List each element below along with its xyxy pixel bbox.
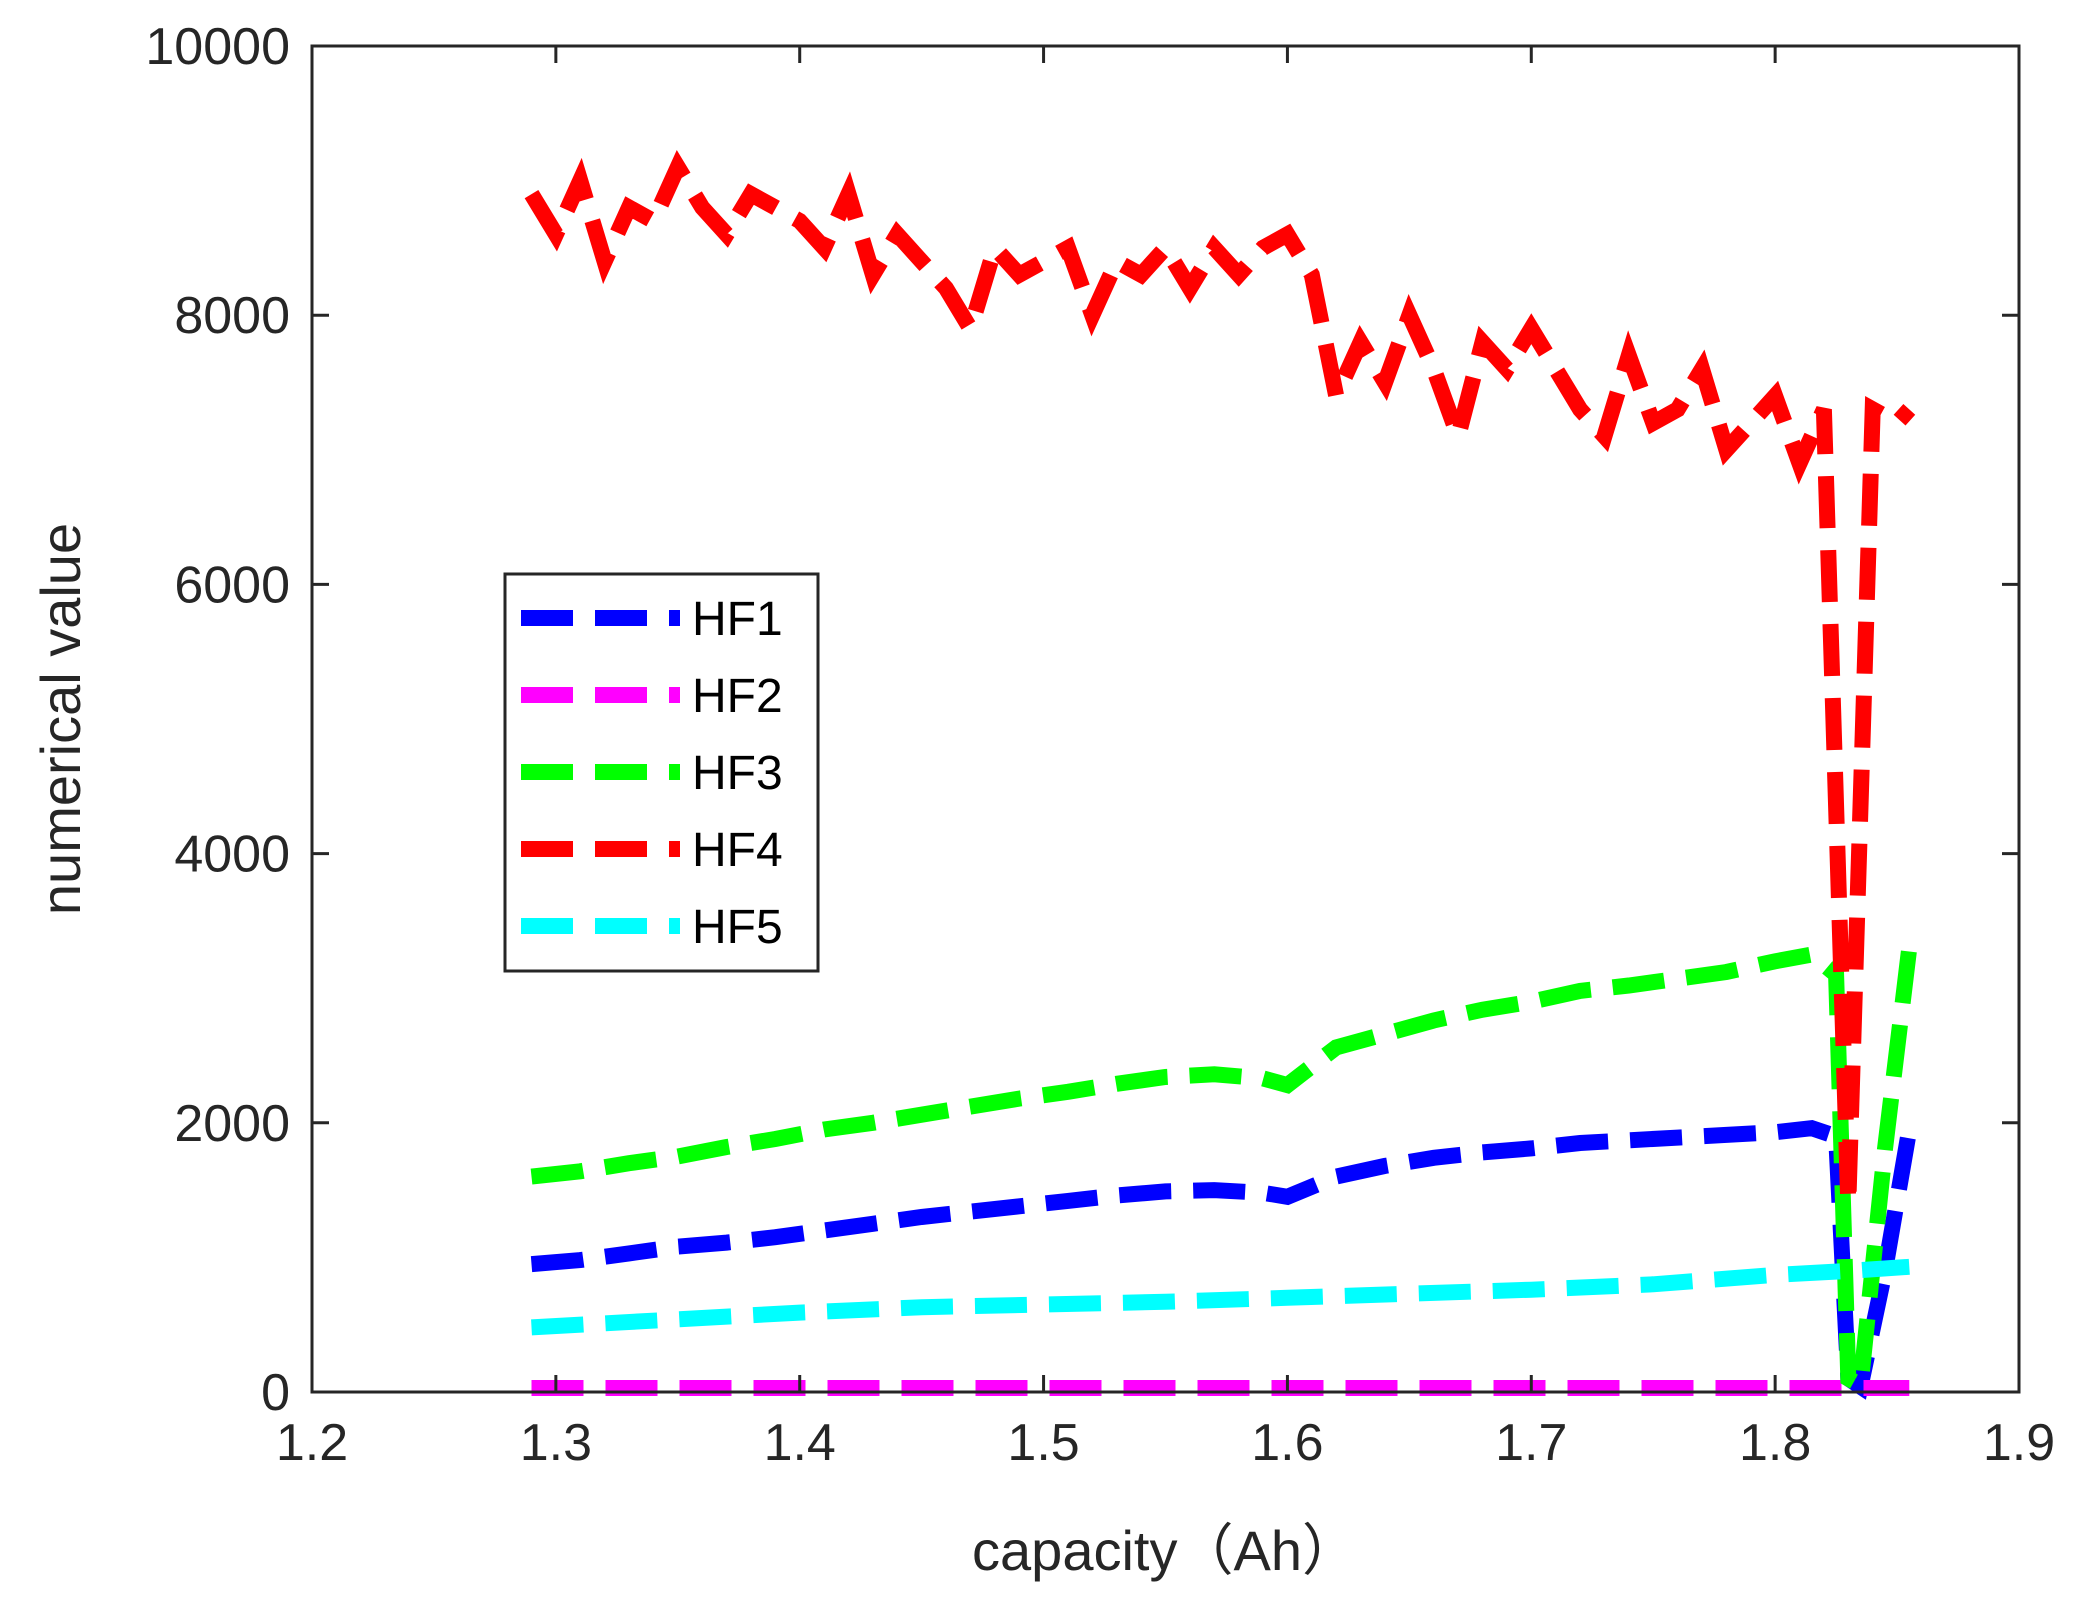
x-tick-label: 1.6 [1251, 1414, 1323, 1472]
y-tick-label: 4000 [174, 826, 290, 884]
tick-layer: 1.2 1.3 1.4 1.5 1.6 1.7 1.8 1.9 0 2000 4000 6000 800… [145, 18, 2055, 1472]
legend-label-hf3: HF3 [692, 747, 783, 800]
series-line-hf4 [524, 149, 1916, 1204]
legend-label-hf2: HF2 [692, 670, 783, 723]
x-axis-title: capacity（Ah） [972, 1519, 1358, 1582]
series-layer [524, 149, 1918, 1400]
y-tick-label: 10000 [145, 18, 290, 76]
x-tick-label: 1.4 [764, 1414, 836, 1472]
legend-label-hf4: HF4 [692, 824, 783, 877]
y-tick-label: 0 [261, 1364, 290, 1422]
legend-label-hf1: HF1 [692, 593, 783, 646]
series-line-hf1 [530, 1120, 1918, 1400]
x-tick-label: 1.8 [1739, 1414, 1811, 1472]
legend: HF1 HF2 HF3 HF4 HF5 [503, 572, 820, 973]
x-tick-label: 1.5 [1007, 1414, 1079, 1472]
y-tick-label: 8000 [174, 287, 290, 345]
series-line-hf3 [530, 945, 1918, 1399]
x-tick-label: 1.3 [520, 1414, 592, 1472]
legend-label-hf5: HF5 [692, 901, 783, 954]
y-axis-title: numerical value [29, 523, 92, 915]
x-tick-label: 1.9 [1983, 1414, 2055, 1472]
plot-frame [310, 44, 2021, 1394]
y-tick-label: 2000 [174, 1095, 290, 1153]
y-tick-label: 6000 [174, 556, 290, 614]
series-line-hf5 [531, 1258, 1910, 1336]
x-tick-label: 1.7 [1495, 1414, 1567, 1472]
x-tick-label: 1.2 [276, 1414, 348, 1472]
